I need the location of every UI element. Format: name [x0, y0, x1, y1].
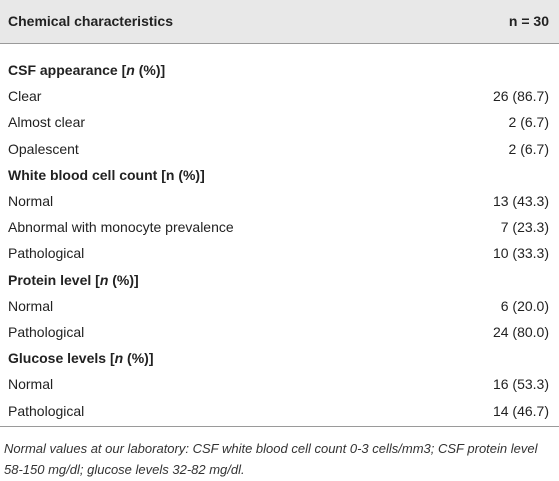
row-value: 10 (33.3): [492, 245, 549, 262]
heading-part: (%)]: [108, 271, 139, 288]
heading-part: n: [126, 62, 135, 78]
heading-part: (%)]: [134, 62, 166, 78]
row-value: 26 (86.7): [492, 88, 549, 105]
section-heading: Protein level [n (%)]: [8, 271, 139, 289]
header-cell: Chemical characteristics: [8, 13, 173, 29]
heading-part: White blood cell count [n (%)]: [8, 166, 205, 183]
row-label: Opalescent: [8, 140, 79, 157]
row-label: Normal: [8, 297, 54, 314]
row-value: 24 (80.0): [492, 324, 549, 340]
section-heading: Glucose levels [n (%)]: [8, 349, 154, 367]
heading-part: n: [114, 350, 124, 367]
section-heading: CSF appearance [n (%)]: [8, 61, 165, 79]
header-cell: n = 30: [508, 13, 549, 29]
row-value: 2 (6.7): [508, 114, 549, 131]
row-value: 2 (6.7): [508, 140, 549, 157]
row-value: 6 (20.0): [500, 297, 549, 314]
row-label: Abnormal with monocyte prevalence: [8, 219, 234, 236]
row-label: Almost clear: [8, 114, 86, 131]
row-value: 16 (53.3): [492, 376, 549, 393]
row-label: Pathological: [8, 245, 85, 262]
heading-part: Protein level [: [8, 271, 100, 288]
footnote: Normal values at our laboratory: CSF whi…: [4, 441, 538, 477]
heading-part: CSF appearance [: [8, 62, 127, 78]
row-label: Clear: [8, 88, 42, 105]
heading-part: Glucose levels [: [8, 350, 115, 367]
heading-part: (%)]: [123, 350, 154, 367]
row-value: 14 (46.7): [492, 402, 549, 419]
row-label: Pathological: [8, 324, 85, 340]
row-value: 13 (43.3): [492, 193, 549, 209]
row-value: 7 (23.3): [500, 219, 549, 236]
header-row: Chemical characteristics n = 30: [0, 0, 559, 44]
heading-part: n: [99, 271, 109, 288]
row-label: Pathological: [8, 402, 85, 419]
row-label: Normal: [8, 376, 54, 393]
bottom-rule: [0, 426, 559, 427]
row-label: Normal: [8, 193, 54, 209]
section-heading: White blood cell count [n (%)]: [8, 166, 205, 184]
